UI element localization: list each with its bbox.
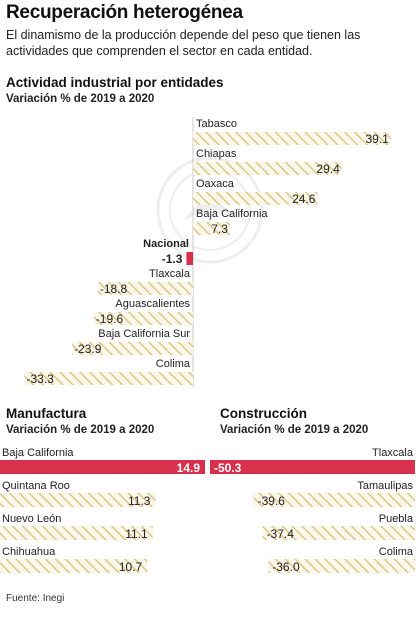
category-label: Tlaxcala bbox=[149, 268, 191, 280]
chart2-subtitle: Variación % de 2019 a 2020 bbox=[6, 424, 155, 436]
bar-baja-california bbox=[0, 460, 205, 474]
category-label: Baja California bbox=[196, 208, 268, 220]
value-label: 24.6 bbox=[292, 192, 316, 206]
value-label: 10.7 bbox=[119, 560, 143, 574]
category-label: Colima bbox=[156, 358, 191, 370]
category-label: Baja California Sur bbox=[98, 328, 190, 340]
category-label: Tabasco bbox=[196, 118, 237, 130]
value-label: -36.0 bbox=[272, 560, 300, 574]
construction-chart: Tlaxcala -50.3 Tamaulipas -39.6 Puebla -37.4 C… bbox=[210, 447, 415, 574]
value-label: 11.1 bbox=[125, 527, 148, 541]
bar-aguascalientes bbox=[93, 312, 193, 325]
bar-nacional bbox=[186, 252, 193, 265]
bar-baja-california-sur bbox=[72, 342, 193, 355]
value-label: -37.4 bbox=[267, 527, 295, 541]
chart3-title: Construcción bbox=[220, 406, 308, 421]
category-label: Aguascalientes bbox=[115, 298, 190, 310]
value-label: -18.8 bbox=[100, 282, 128, 296]
category-label: Puebla bbox=[379, 513, 414, 525]
category-label: Tamaulipas bbox=[357, 480, 413, 492]
bar-oaxaca bbox=[193, 192, 318, 205]
category-label: Chihuahua bbox=[2, 546, 56, 558]
bar-colima bbox=[268, 559, 415, 573]
source-note: Fuente: Inegi bbox=[6, 593, 65, 604]
bar-tlaxcala bbox=[97, 282, 193, 295]
value-label: -19.6 bbox=[96, 312, 124, 326]
subhead: El dinamismo de la producción depende de… bbox=[6, 28, 361, 58]
bar-puebla bbox=[262, 526, 415, 540]
chart1-title: Actividad industrial por entidades bbox=[6, 75, 224, 90]
headline: Recuperación heterogénea bbox=[6, 2, 243, 23]
bar-baja-california bbox=[193, 222, 230, 235]
bar-tabasco bbox=[193, 132, 391, 145]
bar-tamaulipas bbox=[253, 493, 415, 507]
bar-tlaxcala bbox=[210, 460, 415, 474]
chart2-title: Manufactura bbox=[6, 406, 87, 421]
category-label: Baja California bbox=[2, 447, 74, 459]
category-label: Quintana Roo bbox=[2, 480, 70, 492]
bar-colima bbox=[24, 372, 194, 385]
value-label: -23.9 bbox=[74, 342, 102, 356]
category-label: Chiapas bbox=[196, 148, 237, 160]
category-label: Colima bbox=[379, 546, 414, 558]
value-label: -1.3 bbox=[162, 252, 183, 266]
value-label: 29.4 bbox=[316, 162, 340, 176]
category-label: Nuevo León bbox=[2, 513, 61, 525]
manufacturing-chart: Baja California 14.9 Quintana Roo 11.3 Nuevo… bbox=[0, 447, 205, 574]
industrial-activity-chart: Tabasco 39.1 Chiapas 29.4 Oaxaca 24.6 Baja Cal… bbox=[24, 117, 391, 387]
category-label: Oaxaca bbox=[196, 178, 235, 190]
value-label: 39.1 bbox=[365, 132, 389, 146]
chart1-subtitle: Variación % de 2019 a 2020 bbox=[6, 93, 155, 105]
bar-quintana-roo bbox=[0, 493, 156, 507]
value-label: 7.3 bbox=[211, 222, 228, 236]
value-label: -33.3 bbox=[27, 372, 55, 386]
bar-chiapas bbox=[193, 162, 342, 175]
category-label: Nacional bbox=[143, 238, 189, 250]
category-label: Tlaxcala bbox=[372, 447, 414, 459]
chart3-subtitle: Variación % de 2019 a 2020 bbox=[220, 424, 369, 436]
value-label: -50.3 bbox=[214, 461, 242, 475]
bar-chihuahua bbox=[0, 559, 148, 573]
value-label: 11.3 bbox=[128, 494, 151, 508]
value-label: -39.6 bbox=[258, 494, 286, 508]
bar-nuevo-león bbox=[0, 526, 153, 540]
value-label: 14.9 bbox=[177, 461, 201, 475]
